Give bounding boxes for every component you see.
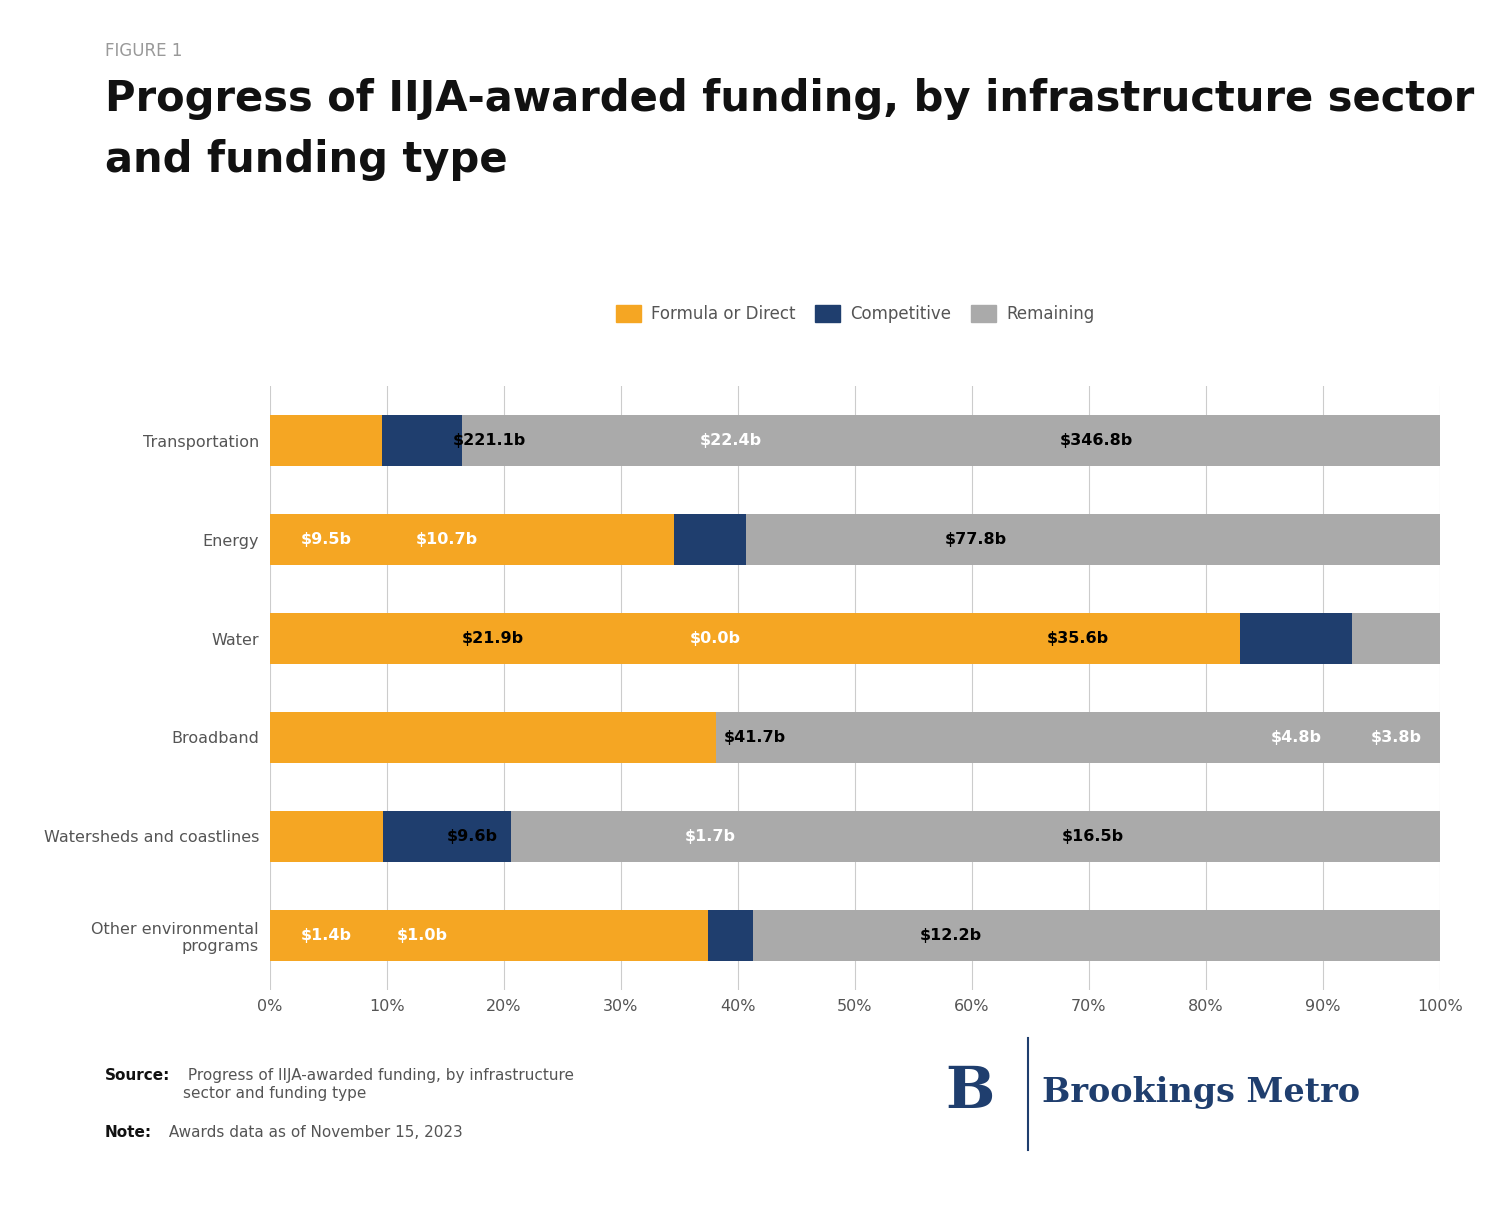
Text: $1.0b: $1.0b — [398, 928, 448, 943]
Bar — [512, 811, 1440, 862]
Text: Progress of IIJA-awarded funding, by infrastructure
sector and funding type: Progress of IIJA-awarded funding, by inf… — [183, 1068, 574, 1101]
Text: Progress of IIJA-awarded funding, by infrastructure sector: Progress of IIJA-awarded funding, by inf… — [105, 78, 1474, 121]
Text: $12.2b: $12.2b — [920, 928, 982, 943]
Text: $1.7b: $1.7b — [684, 829, 735, 844]
Text: B: B — [945, 1065, 994, 1120]
Text: $3.8b: $3.8b — [1371, 730, 1422, 745]
Text: and funding type: and funding type — [105, 139, 507, 181]
Bar — [382, 415, 462, 466]
Bar — [270, 910, 708, 961]
Bar — [753, 910, 1440, 961]
Bar — [746, 514, 1440, 565]
Bar — [1352, 613, 1440, 664]
Legend: Formula or Direct, Competitive, Remaining: Formula or Direct, Competitive, Remainin… — [609, 298, 1101, 330]
Text: $35.6b: $35.6b — [1047, 631, 1108, 646]
Bar — [1240, 613, 1352, 664]
Text: $41.7b: $41.7b — [724, 730, 786, 745]
Bar — [270, 712, 716, 763]
Bar — [384, 811, 512, 862]
Text: $22.4b: $22.4b — [699, 433, 762, 448]
Bar — [270, 514, 674, 565]
Text: $21.9b: $21.9b — [462, 631, 524, 646]
Bar — [462, 415, 1440, 466]
Text: $9.6b: $9.6b — [447, 829, 498, 844]
Text: $16.5b: $16.5b — [1062, 829, 1124, 844]
Bar — [270, 613, 1240, 664]
Bar — [708, 910, 753, 961]
Bar — [716, 712, 1440, 763]
Text: Awards data as of November 15, 2023: Awards data as of November 15, 2023 — [164, 1125, 462, 1139]
Text: $1.4b: $1.4b — [300, 928, 351, 943]
Text: $10.7b: $10.7b — [416, 532, 478, 547]
Bar — [674, 514, 746, 565]
Text: Source:: Source: — [105, 1068, 171, 1083]
Text: FIGURE 1: FIGURE 1 — [105, 42, 183, 60]
Text: $346.8b: $346.8b — [1059, 433, 1132, 448]
Text: $4.8b: $4.8b — [1270, 730, 1322, 745]
Text: $9.5b: $9.5b — [302, 532, 352, 547]
Bar — [270, 811, 384, 862]
Text: Note:: Note: — [105, 1125, 152, 1139]
Bar — [270, 415, 382, 466]
Text: $221.1b: $221.1b — [453, 433, 525, 448]
Text: $77.8b: $77.8b — [945, 532, 1006, 547]
Text: Brookings Metro: Brookings Metro — [1042, 1075, 1360, 1109]
Text: $0.0b: $0.0b — [690, 631, 741, 646]
